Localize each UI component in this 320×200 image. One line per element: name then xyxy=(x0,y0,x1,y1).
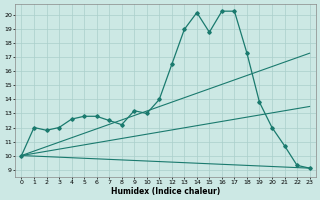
X-axis label: Humidex (Indice chaleur): Humidex (Indice chaleur) xyxy=(111,187,220,196)
